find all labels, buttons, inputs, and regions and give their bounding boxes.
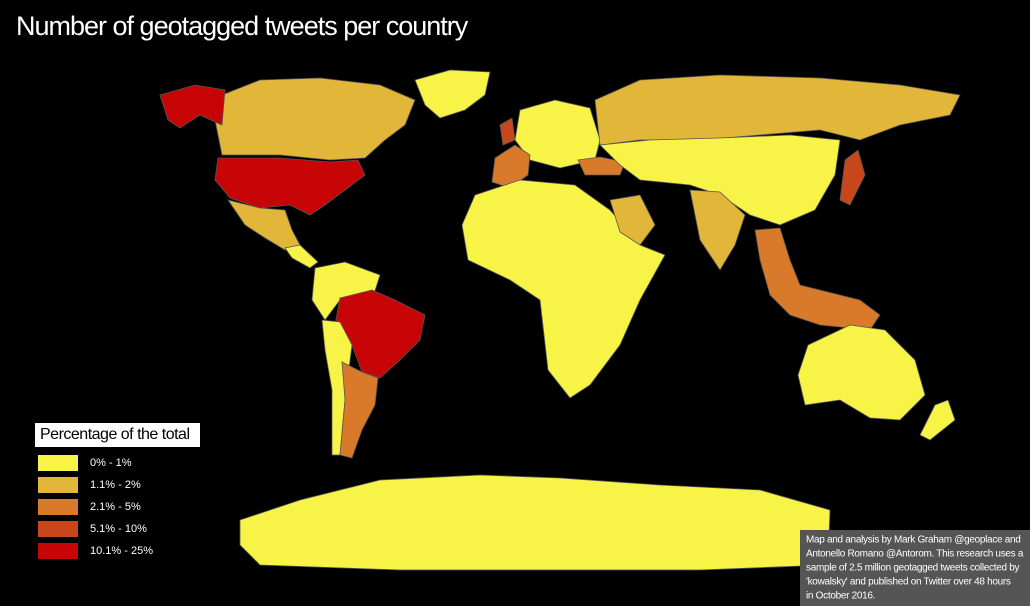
credit-line: 'kowalsky' and published on Twitter over… (806, 577, 1011, 588)
alaska (159, 84, 226, 129)
greenland (414, 69, 491, 119)
uk (499, 117, 516, 146)
legend-label: 0% - 1% (90, 457, 132, 469)
legend-title: Percentage of the total (40, 426, 190, 443)
australia (797, 324, 926, 421)
canada (214, 77, 416, 161)
credit-box (800, 530, 1030, 606)
credit-line: Map and analysis by Mark Graham @geoplac… (806, 535, 1021, 546)
southeast-asia (754, 227, 881, 331)
legend-swatch (38, 477, 78, 493)
credit: Map and analysis by Mark Graham @geoplac… (806, 535, 1024, 602)
antarctica (239, 474, 831, 571)
legend-label: 5.1% - 10% (90, 523, 147, 535)
saudi-arabia (609, 194, 656, 246)
legend-swatch (38, 455, 78, 471)
new-zealand (919, 399, 956, 441)
india (689, 189, 746, 271)
legend-label: 1.1% - 2% (90, 479, 141, 491)
legend-swatch (38, 543, 78, 559)
central-america (284, 244, 319, 269)
credit-line: sample of 2.5 million geotagged tweets c… (806, 563, 1019, 574)
legend-label: 2.1% - 5% (90, 501, 141, 513)
title: Number of geotagged tweets per country (16, 11, 469, 41)
legend-label: 10.1% - 25% (90, 545, 153, 557)
legend-title-box (35, 423, 200, 447)
legend-swatch (38, 521, 78, 537)
credit-line: in October 2016. (806, 591, 875, 602)
japan (839, 149, 866, 206)
land (159, 69, 961, 571)
usa (214, 157, 366, 216)
africa (461, 179, 666, 399)
legend: 0% - 1% 1.1% - 2% 2.1% - 5% 5.1% - 10% 10.1%… (38, 455, 153, 559)
turkey (577, 156, 626, 176)
legend-swatch (38, 499, 78, 515)
france-spain (491, 144, 531, 189)
argentina (339, 361, 379, 459)
central-asia-china (599, 134, 841, 226)
credit-line: Antonello Romano @Antorom. This research… (806, 549, 1024, 560)
